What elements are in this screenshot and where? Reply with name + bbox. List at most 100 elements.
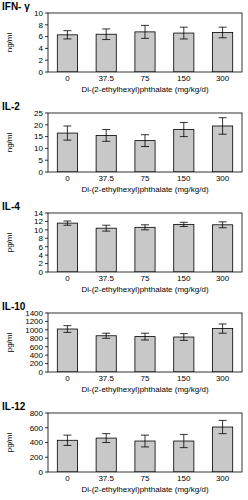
y-tick-label: 2	[39, 56, 44, 65]
y-tick	[45, 263, 48, 264]
error-bar	[102, 130, 110, 142]
x-tick-label: 75	[141, 474, 150, 483]
y-axis-label: pg/ml	[5, 432, 14, 452]
error-bar	[141, 435, 149, 447]
panel-title: IL-10	[2, 301, 26, 312]
x-tick-label: 300	[216, 274, 230, 283]
y-tick	[45, 124, 48, 125]
y-tick-label: 0	[39, 268, 44, 277]
y-tick-label: 400	[30, 351, 44, 360]
y-tick	[45, 229, 48, 230]
error-bar	[63, 31, 71, 39]
bar	[213, 329, 233, 372]
x-tick-label: 0	[65, 174, 70, 183]
y-tick-label: 0	[39, 368, 44, 377]
y-tick	[45, 427, 48, 428]
y-tick-label: 600	[30, 343, 44, 352]
error-bar	[180, 434, 188, 447]
y-tick-label: 8	[39, 234, 44, 243]
error-bar	[102, 29, 110, 40]
x-tick-label: 300	[216, 174, 230, 183]
error-bar	[141, 25, 149, 38]
x-axis-label: Di-(2-ethylhexyl)phthalate (mg/kg/d)	[81, 185, 208, 194]
error-bar	[219, 420, 227, 433]
y-tick-label: 15	[34, 132, 43, 141]
plot-marks	[57, 420, 232, 472]
y-tick-label: 4	[39, 251, 44, 260]
plot-frame	[48, 313, 242, 372]
y-tick	[45, 13, 48, 14]
y-tick-label: 14	[34, 209, 43, 218]
x-tick-label: 300	[216, 74, 230, 83]
y-tick	[45, 221, 48, 222]
y-tick	[45, 60, 48, 61]
plot-marks	[57, 221, 232, 272]
error-bar	[219, 222, 227, 228]
y-axis-label: ng/ml	[5, 132, 14, 152]
plot-frame	[48, 13, 242, 72]
y-tick	[45, 338, 48, 339]
y-tick	[45, 346, 48, 347]
x-tick-label: 37.5	[98, 74, 114, 83]
x-tick-label: 150	[177, 474, 191, 483]
y-tick	[45, 372, 48, 373]
error-bar	[219, 324, 227, 333]
bar	[96, 336, 116, 372]
y-tick	[45, 48, 48, 49]
panel-title: IL-12	[2, 401, 26, 412]
y-tick	[45, 24, 48, 25]
panel-title: IFN- γ	[2, 1, 30, 12]
bar	[174, 33, 194, 72]
y-tick	[45, 160, 48, 161]
x-tick-label: 37.5	[98, 174, 114, 183]
x-tick-label: 0	[65, 74, 70, 83]
x-tick-label: 150	[177, 74, 191, 83]
bar	[135, 337, 155, 372]
y-tick-label: 12	[34, 217, 43, 226]
x-tick-label: 150	[177, 374, 191, 383]
plot-marks	[57, 118, 232, 172]
error-bar	[102, 225, 110, 231]
x-tick-label: 75	[141, 374, 150, 383]
bar	[57, 35, 77, 72]
y-tick	[45, 246, 48, 247]
y-axis-label: pg/ml	[5, 332, 14, 352]
error-bar	[180, 334, 188, 341]
y-tick	[45, 72, 48, 73]
error-bar	[219, 27, 227, 38]
error-bar	[63, 221, 71, 225]
y-tick-label: 800	[30, 409, 44, 418]
y-tick	[45, 148, 48, 149]
y-tick-label: 10	[34, 226, 43, 235]
bar	[213, 32, 233, 72]
figure: IFN- γ0246810ng/ml037.575150300Di-(2-eth…	[0, 0, 248, 500]
y-tick	[45, 272, 48, 273]
x-tick-label: 75	[141, 274, 150, 283]
x-tick-label: 37.5	[98, 474, 114, 483]
error-bar	[180, 222, 188, 226]
y-tick	[45, 136, 48, 137]
x-axis-label: Di-(2-ethylhexyl)phthalate (mg/kg/d)	[81, 485, 208, 494]
x-axis-label: Di-(2-ethylhexyl)phthalate (mg/kg/d)	[81, 385, 208, 394]
y-tick-label: 200	[30, 453, 44, 462]
panel: IL-20510152025ng/ml037.575150300Di-(2-et…	[2, 101, 242, 194]
y-tick	[45, 313, 48, 314]
plot-marks	[57, 25, 232, 72]
panel: IL-100200400600800100012001400pg/ml037.5…	[2, 301, 242, 394]
error-bar	[63, 326, 71, 333]
x-axis-label: Di-(2-ethylhexyl)phthalate (mg/kg/d)	[81, 285, 208, 294]
y-tick-label: 8	[39, 21, 44, 30]
y-tick	[45, 457, 48, 458]
error-bar	[63, 435, 71, 445]
panel: IL-120200400600800pg/ml037.575150300Di-(…	[2, 401, 242, 494]
y-tick-label: 5	[39, 156, 44, 165]
panel: IFN- γ0246810ng/ml037.575150300Di-(2-eth…	[2, 1, 242, 94]
y-tick	[45, 113, 48, 114]
y-tick-label: 20	[34, 121, 43, 130]
y-tick	[45, 363, 48, 364]
error-bar	[180, 27, 188, 39]
y-tick-label: 2	[39, 259, 44, 268]
y-axis-label: pg/ml	[5, 232, 14, 252]
bar	[135, 227, 155, 272]
y-tick	[45, 329, 48, 330]
